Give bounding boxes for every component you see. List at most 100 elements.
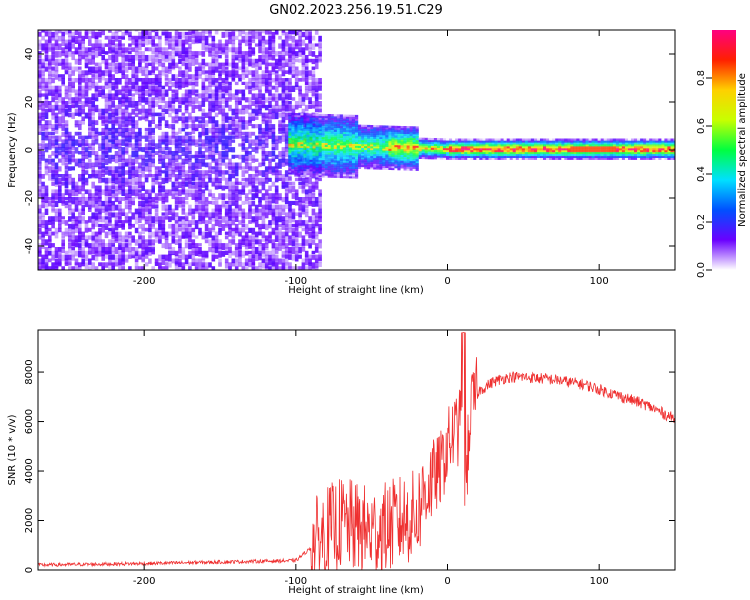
heatmap-cell (358, 128, 362, 131)
heatmap-cell (251, 177, 256, 183)
heatmap-cell (281, 154, 286, 160)
heatmap-cell (355, 170, 359, 173)
heatmap-cell (158, 89, 162, 97)
heatmap-cell (330, 127, 334, 130)
heatmap-cell (382, 144, 386, 147)
heatmap-cell (231, 235, 236, 243)
heatmap-cell (370, 155, 374, 158)
heatmap-cell (58, 120, 62, 127)
heatmap-cell (88, 243, 92, 249)
heatmap-cell (327, 119, 331, 122)
heatmap-cell (214, 30, 219, 35)
heatmap-cell (211, 170, 216, 174)
heatmap-cell (342, 174, 347, 177)
heatmap-cell (164, 197, 169, 203)
heatmap-cell (364, 142, 368, 145)
heatmap-cell (251, 62, 256, 68)
heatmap-cell (311, 181, 316, 189)
heatmap-cell (128, 51, 132, 55)
heatmap-cell (234, 185, 239, 192)
heatmap-cell (358, 141, 362, 145)
heatmap-cell (306, 142, 310, 145)
heatmap-cell (339, 175, 343, 179)
heatmap-cell (258, 30, 262, 34)
heatmap-cell (128, 131, 132, 138)
heatmap-cell (148, 89, 152, 94)
heatmap-cell (128, 223, 132, 230)
heatmap-cell (201, 70, 206, 75)
heatmap-cell (294, 266, 299, 270)
heatmap-cell (154, 177, 159, 185)
heatmap-cell (188, 89, 192, 94)
heatmap-cell (141, 51, 145, 56)
heatmap-cell (348, 128, 353, 131)
heatmap-cell (108, 81, 112, 89)
heatmap-cell (164, 208, 169, 216)
heatmap-cell (211, 247, 216, 253)
heatmap-cell (284, 78, 289, 82)
heatmap-cell (178, 227, 182, 232)
heatmap-cell (161, 177, 166, 185)
heatmap-cell (254, 208, 259, 213)
heatmap-cell (284, 89, 289, 95)
heatmap-cell (144, 174, 149, 180)
heatmap-cell (288, 235, 292, 240)
heatmap-cell (218, 55, 222, 59)
heatmap-cell (151, 197, 155, 202)
heatmap-cell (261, 55, 266, 62)
heatmap-cell (278, 51, 282, 55)
heatmap-cell (308, 30, 312, 32)
heatmap-cell (111, 250, 115, 255)
heatmap-cell (64, 93, 69, 100)
heatmap-cell (364, 128, 368, 131)
heatmap-cell (141, 55, 145, 61)
heatmap-cell (51, 43, 55, 50)
heatmap-cell (291, 193, 296, 199)
heatmap-cell (201, 89, 206, 96)
heatmap-cell (198, 62, 202, 70)
heatmap-cell (138, 181, 142, 188)
heatmap-cell (218, 74, 222, 81)
heatmap-cell (41, 254, 45, 259)
heatmap-cell (108, 66, 112, 73)
heatmap-cell (278, 170, 282, 176)
heatmap-cell (303, 169, 307, 172)
heatmap-cell (244, 66, 249, 73)
heatmap-cell (294, 126, 298, 129)
heatmap-cell (154, 31, 159, 37)
heatmap-cell (198, 143, 202, 147)
heatmap-cell (228, 231, 232, 237)
heatmap-cell (104, 204, 109, 212)
heatmap-cell (231, 162, 236, 170)
heatmap-cell (94, 220, 99, 227)
heatmap-cell (81, 239, 85, 247)
heatmap-cell (108, 258, 112, 263)
heatmap-cell (400, 135, 404, 138)
heatmap-cell (254, 143, 259, 150)
heatmap-cell (304, 204, 309, 209)
heatmap-cell (164, 131, 169, 139)
heatmap-cell (138, 116, 142, 121)
heatmap-cell (397, 133, 401, 136)
heatmap-cell (64, 220, 69, 226)
heatmap-cell (178, 147, 182, 154)
heatmap-cell (111, 181, 115, 188)
heatmap-cell (94, 81, 99, 87)
heatmap-cell (234, 162, 239, 169)
heatmap-cell (218, 177, 222, 184)
heatmap-cell (336, 145, 340, 148)
heatmap-cell (184, 243, 189, 249)
heatmap-cell (234, 135, 239, 139)
heatmap-cell (281, 62, 286, 68)
heatmap-cell (281, 85, 286, 92)
heatmap-cell (134, 258, 139, 263)
heatmap-cell (314, 258, 319, 263)
heatmap-cell (188, 30, 192, 36)
heatmap-cell (314, 262, 319, 268)
heatmap-cell (367, 136, 371, 139)
heatmap-cell (54, 162, 59, 170)
heatmap-cell (108, 112, 112, 120)
heatmap-cell (188, 208, 192, 215)
heatmap-cell (171, 154, 176, 160)
heatmap-cell (164, 193, 169, 198)
